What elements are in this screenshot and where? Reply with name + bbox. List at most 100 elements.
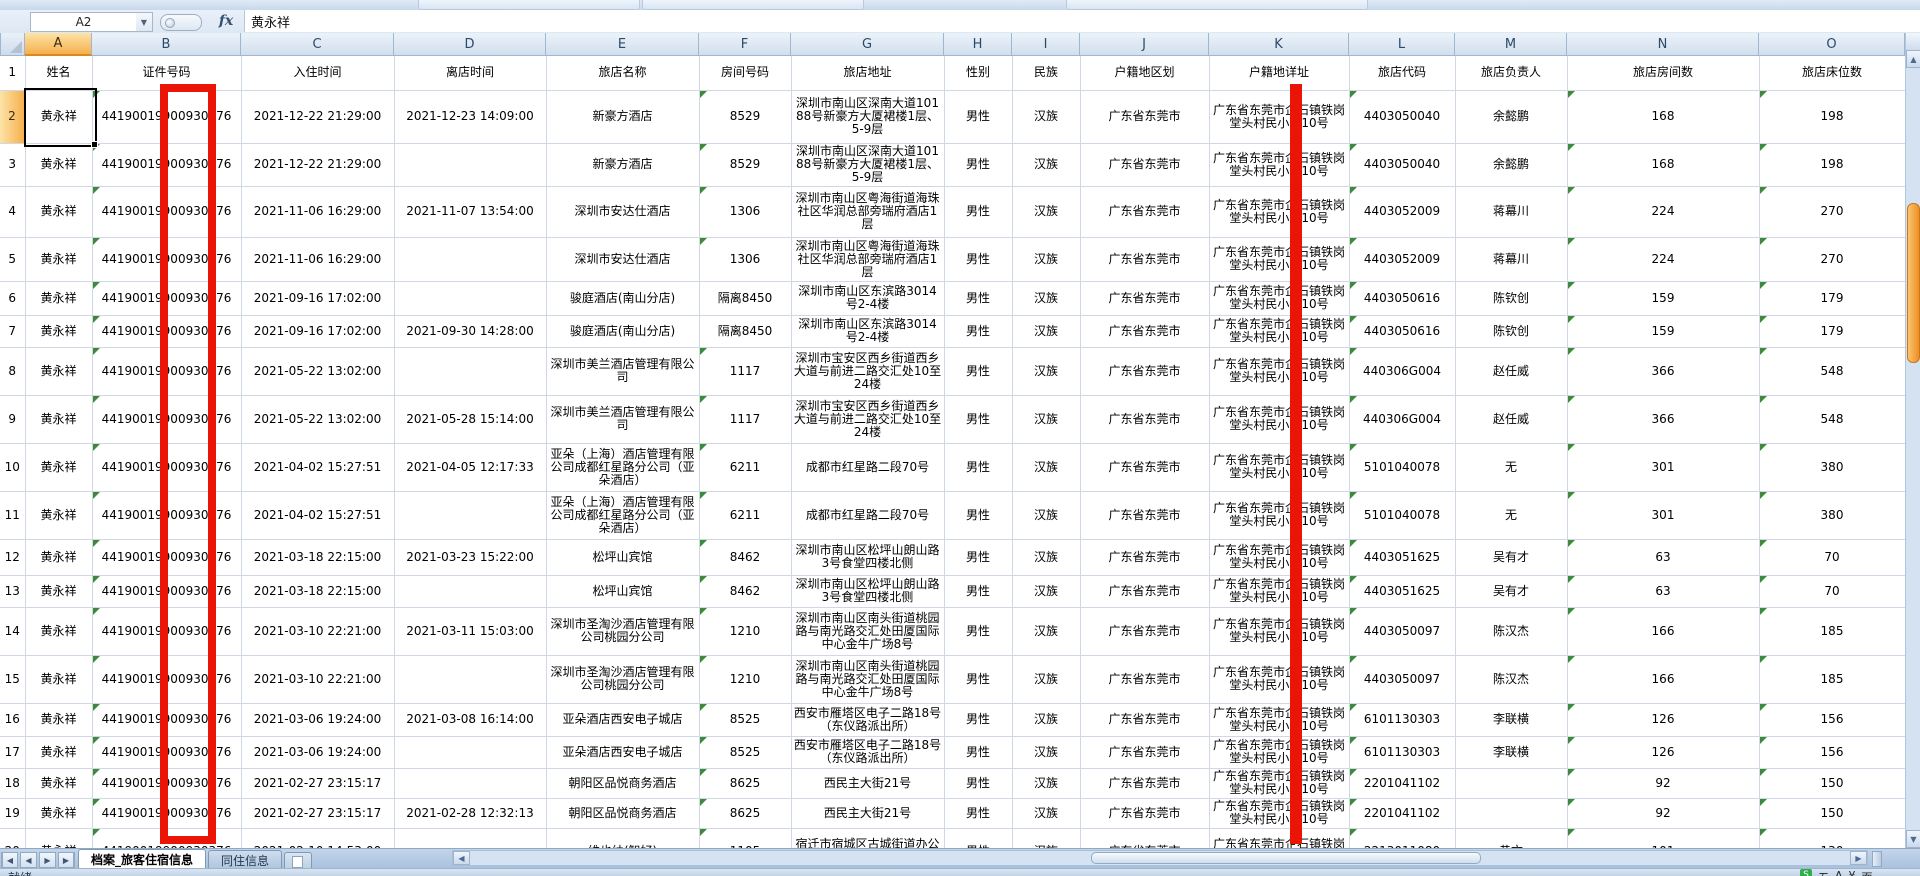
cell-I13[interactable]: 汉族	[1012, 575, 1081, 608]
cell-L2[interactable]: 4403050040	[1349, 90, 1456, 144]
cell-H11[interactable]: 男性	[944, 491, 1013, 540]
cell-J9[interactable]: 广东省东莞市	[1080, 395, 1210, 444]
cell-N7[interactable]: 159	[1567, 315, 1760, 348]
cell-H10[interactable]: 男性	[944, 443, 1013, 492]
cell-M11[interactable]: 无	[1455, 491, 1568, 540]
cell-E17[interactable]: 亚朵酒店西安电子城店	[546, 736, 700, 769]
cell-F19[interactable]: 8625	[699, 798, 792, 829]
cell-C10[interactable]: 2021-04-02 15:27:51	[241, 443, 395, 492]
cell-J7[interactable]: 广东省东莞市	[1080, 315, 1210, 348]
cell-L8[interactable]: 440306G004	[1349, 347, 1456, 396]
cell-D7[interactable]: 2021-09-30 14:28:00	[394, 315, 547, 348]
cell-C3[interactable]: 2021-12-22 21:29:00	[241, 143, 395, 187]
column-header-O[interactable]: O	[1759, 33, 1905, 56]
cell-G17[interactable]: 西安市雁塔区电子二路18号（东仪路派出所）	[791, 736, 945, 769]
cell-A13[interactable]: 黄永祥	[25, 575, 93, 608]
cell-D17[interactable]	[394, 736, 547, 769]
column-header-L[interactable]: L	[1349, 33, 1455, 56]
cell-B7[interactable]: 44190019900930376	[92, 315, 242, 348]
cell-N5[interactable]: 224	[1567, 237, 1760, 282]
cell-C17[interactable]: 2021-03-06 19:24:00	[241, 736, 395, 769]
cell-B10[interactable]: 44190019900930376	[92, 443, 242, 492]
cell-G9[interactable]: 深圳市宝安区西乡街道西乡大道与前进二路交汇处10至24楼	[791, 395, 945, 444]
cell-B16[interactable]: 44190019900930376	[92, 703, 242, 737]
cell-H2[interactable]: 男性	[944, 90, 1013, 144]
row-header-4[interactable]: 4	[0, 186, 26, 238]
cell-D12[interactable]: 2021-03-23 15:22:00	[394, 539, 547, 576]
cell-H14[interactable]: 男性	[944, 607, 1013, 656]
cell-N18[interactable]: 92	[1567, 768, 1760, 799]
cell-C6[interactable]: 2021-09-16 17:02:00	[241, 281, 395, 316]
cell-O10[interactable]: 380	[1759, 443, 1905, 492]
cell-I3[interactable]: 汉族	[1012, 143, 1081, 187]
cell-I12[interactable]: 汉族	[1012, 539, 1081, 576]
tab-nav-prev-icon[interactable]: ◀	[20, 852, 37, 868]
cell-A3[interactable]: 黄永祥	[25, 143, 93, 187]
cell-O1[interactable]: 旅店床位数	[1759, 56, 1905, 91]
cell-L18[interactable]: 2201041102	[1349, 768, 1456, 799]
tab-nav-last-icon[interactable]: ▶	[58, 852, 75, 868]
cell-D4[interactable]: 2021-11-07 13:54:00	[394, 186, 547, 238]
cell-O14[interactable]: 185	[1759, 607, 1905, 656]
row-header-1[interactable]: 1	[0, 56, 26, 91]
cell-I10[interactable]: 汉族	[1012, 443, 1081, 492]
cell-N16[interactable]: 126	[1567, 703, 1760, 737]
cell-O6[interactable]: 179	[1759, 281, 1905, 316]
cell-K4[interactable]: 广东省东莞市企石镇铁岗堂头村民小组10号	[1209, 186, 1350, 238]
cell-E1[interactable]: 旅店名称	[546, 56, 700, 91]
cell-E8[interactable]: 深圳市美兰酒店管理有限公司	[546, 347, 700, 396]
cell-O15[interactable]: 185	[1759, 655, 1905, 704]
sheet-tab-inactive[interactable]: 同住信息	[208, 850, 283, 869]
cell-J19[interactable]: 广东省东莞市	[1080, 798, 1210, 829]
cell-C12[interactable]: 2021-03-18 22:15:00	[241, 539, 395, 576]
cell-C15[interactable]: 2021-03-10 22:21:00	[241, 655, 395, 704]
scroll-left-icon[interactable]: ◀	[453, 851, 470, 865]
cell-D5[interactable]	[394, 237, 547, 282]
cell-M9[interactable]: 赵任威	[1455, 395, 1568, 444]
cell-C11[interactable]: 2021-04-02 15:27:51	[241, 491, 395, 540]
cell-L7[interactable]: 4403050616	[1349, 315, 1456, 348]
cell-I9[interactable]: 汉族	[1012, 395, 1081, 444]
cell-G7[interactable]: 深圳市南山区东滨路3014号2-4楼	[791, 315, 945, 348]
cell-C8[interactable]: 2021-05-22 13:02:00	[241, 347, 395, 396]
cell-G15[interactable]: 深圳市南山区南头街道桃园路与南光路交汇处田厦国际中心金牛广场8号	[791, 655, 945, 704]
cell-F16[interactable]: 8525	[699, 703, 792, 737]
ime-skin-icon[interactable]: 面	[1862, 869, 1873, 876]
cell-K3[interactable]: 广东省东莞市企石镇铁岗堂头村民小组10号	[1209, 143, 1350, 187]
cell-N3[interactable]: 168	[1567, 143, 1760, 187]
cell-F1[interactable]: 房间号码	[699, 56, 792, 91]
row-header-13[interactable]: 13	[0, 575, 26, 608]
cell-I14[interactable]: 汉族	[1012, 607, 1081, 656]
cell-H6[interactable]: 男性	[944, 281, 1013, 316]
cell-O4[interactable]: 270	[1759, 186, 1905, 238]
cell-G8[interactable]: 深圳市宝安区西乡街道西乡大道与前进二路交汇处10至24楼	[791, 347, 945, 396]
column-header-N[interactable]: N	[1567, 33, 1759, 56]
name-box[interactable]: A2	[30, 12, 137, 32]
cell-O9[interactable]: 548	[1759, 395, 1905, 444]
cell-N11[interactable]: 301	[1567, 491, 1760, 540]
cell-M8[interactable]: 赵任威	[1455, 347, 1568, 396]
cell-I8[interactable]: 汉族	[1012, 347, 1081, 396]
cell-H13[interactable]: 男性	[944, 575, 1013, 608]
cell-J8[interactable]: 广东省东莞市	[1080, 347, 1210, 396]
cell-O13[interactable]: 70	[1759, 575, 1905, 608]
select-all-button[interactable]	[0, 33, 25, 56]
cell-G2[interactable]: 深圳市南山区深南大道10188号新豪方大厦裙楼1层、5-9层	[791, 90, 945, 144]
cell-O8[interactable]: 548	[1759, 347, 1905, 396]
cell-D1[interactable]: 离店时间	[394, 56, 547, 91]
cell-M6[interactable]: 陈钦创	[1455, 281, 1568, 316]
cell-G6[interactable]: 深圳市南山区东滨路3014号2-4楼	[791, 281, 945, 316]
cell-L20[interactable]: 2213011080	[1349, 828, 1456, 848]
cell-K7[interactable]: 广东省东莞市企石镇铁岗堂头村民小组10号	[1209, 315, 1350, 348]
cell-H9[interactable]: 男性	[944, 395, 1013, 444]
formula-input[interactable]: 黄永祥	[244, 10, 1920, 32]
cell-A8[interactable]: 黄永祥	[25, 347, 93, 396]
cell-B17[interactable]: 44190019900930376	[92, 736, 242, 769]
cell-L5[interactable]: 4403052009	[1349, 237, 1456, 282]
cell-A11[interactable]: 黄永祥	[25, 491, 93, 540]
column-header-J[interactable]: J	[1080, 33, 1209, 56]
cell-O5[interactable]: 270	[1759, 237, 1905, 282]
cell-D15[interactable]	[394, 655, 547, 704]
row-header-18[interactable]: 18	[0, 768, 26, 799]
cell-M5[interactable]: 蒋幕川	[1455, 237, 1568, 282]
